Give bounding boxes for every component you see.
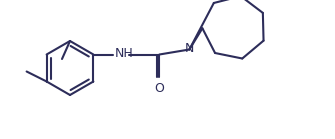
Text: O: O [154, 81, 164, 95]
Text: NH: NH [114, 47, 133, 60]
Text: N: N [185, 42, 194, 55]
